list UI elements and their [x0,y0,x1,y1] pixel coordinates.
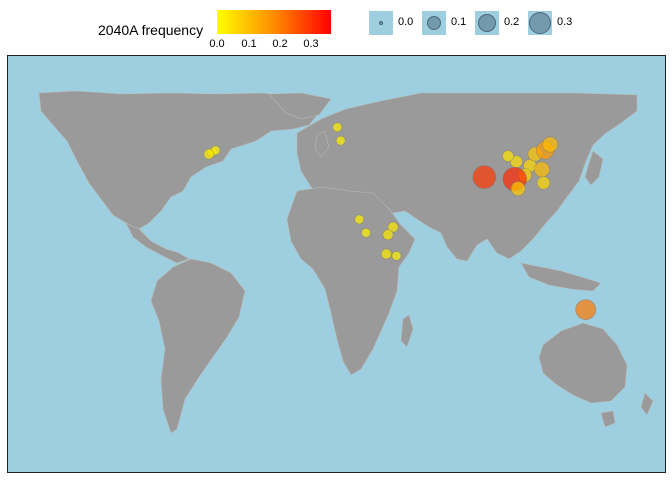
frequency-point-vietnam [510,181,526,197]
size-legend-dot [478,14,496,32]
size-legend-label: 0.1 [451,16,467,28]
map-svg [38,90,654,434]
frequency-point-china [533,161,550,178]
southeast-asia-islands [520,262,602,292]
frequency-point-china [542,136,559,153]
australia-landmass [538,322,628,404]
new-zealand-landmass [640,392,654,416]
size-legend-key [475,11,499,35]
frequency-point-east-africa [387,221,399,233]
japan-landmass [584,150,604,186]
frequency-point-china [501,150,514,163]
north-america-landmass [38,90,320,230]
size-legend-key [369,11,393,35]
frequency-point-taiwan [536,176,551,190]
uk-landmass [314,130,330,158]
frequency-point-eastern-usa [203,148,215,160]
size-legend-dot [427,16,441,30]
frequency-point-congo [361,227,371,238]
color-bar-tick: 0.3 [303,38,319,50]
frequency-point-uk [332,122,343,133]
frequency-point-zambia [380,248,392,260]
color-bar [217,10,331,34]
frequency-point-great-lakes [382,229,394,241]
south-america-landmass [150,258,246,434]
size-legend-label: 0.0 [398,16,414,28]
size-legend-key [528,11,552,35]
color-bar-tick: 0.0 [209,38,225,50]
greenland-landmass [268,92,332,120]
frequency-point-france [335,135,346,146]
color-bar-tick: 0.1 [241,38,257,50]
frequency-point-cameroon [354,214,365,225]
size-legend-dot [529,12,551,34]
size-legend-key [422,11,446,35]
africa-landmass [286,186,416,376]
color-bar-tick: 0.2 [272,38,288,50]
madagascar-landmass [400,314,414,348]
size-legend-label: 0.3 [557,16,573,28]
size-legend-label: 0.2 [504,16,520,28]
frequency-points-layer [203,122,597,321]
size-legend-dot [379,21,383,25]
frequency-point-tasmania [575,299,597,321]
frequency-point-nepal [472,165,497,190]
world-map [7,55,666,473]
central-america-landmass [125,222,190,264]
tasmania-landmass [600,410,616,428]
color-legend-title: 2040A frequency [98,22,204,38]
frequency-point-malawi [391,250,402,261]
